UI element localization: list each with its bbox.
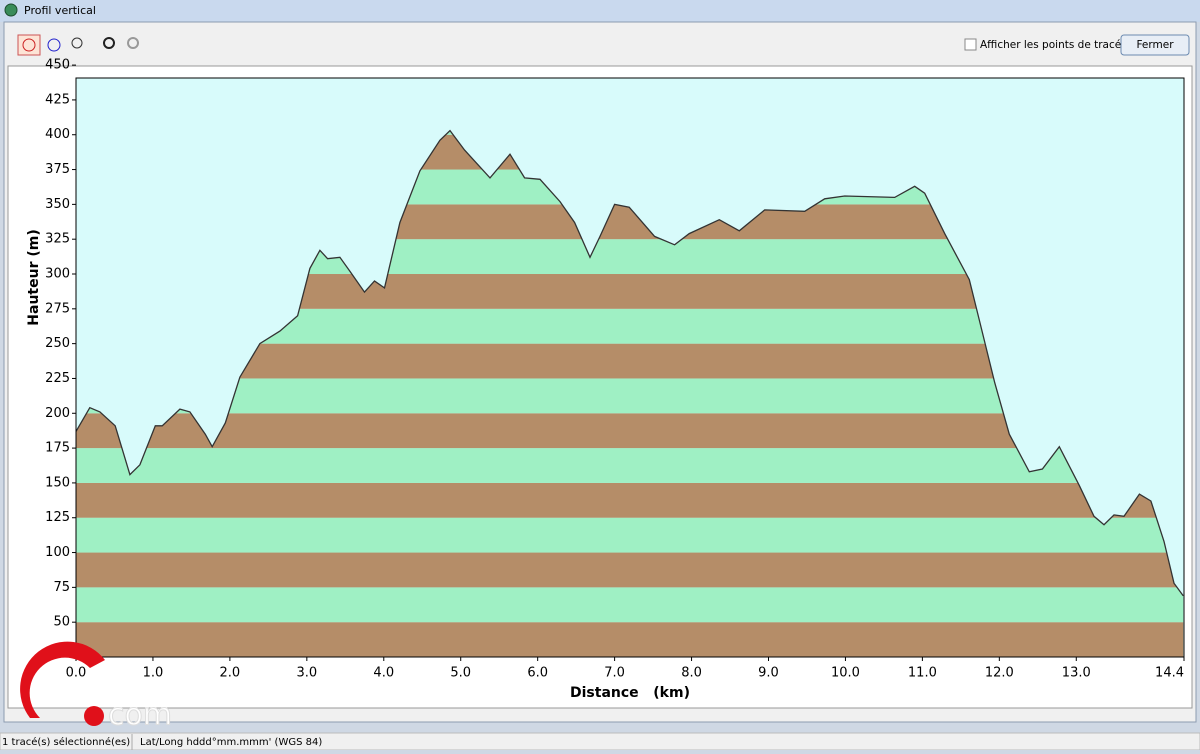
y-tick-label: 375 (45, 162, 70, 177)
close-button-label[interactable]: Fermer (1136, 39, 1174, 51)
elevation-band (76, 622, 1184, 657)
tool-zoom-box[interactable] (71, 37, 83, 49)
watermark-text: com (108, 698, 172, 733)
y-tick-label: 250 (45, 336, 70, 351)
status-selection: 1 tracé(s) sélectionné(es) (2, 736, 130, 748)
x-tick-label: 0.0 (66, 666, 87, 681)
tool-zoom-out[interactable] (127, 37, 139, 49)
y-tick-label: 275 (45, 301, 70, 316)
y-tick-label: 150 (45, 475, 70, 490)
chart: 50 75 100 125 150 175 200 225 250 275 300 325 350 375… (26, 58, 1185, 701)
profile-line (75, 129, 1184, 597)
x-tick-label: 4.0 (373, 666, 394, 681)
x-tick-label: 11.0 (908, 666, 937, 681)
plot-frame (75, 77, 1185, 658)
y-axis-label: Hauteur (m) (26, 229, 42, 325)
close-button[interactable] (1120, 34, 1190, 56)
elevation-band (76, 587, 1184, 623)
x-tick-label: 2.0 (220, 666, 241, 681)
y-tick-label: 300 (45, 267, 70, 282)
tool-point[interactable] (47, 38, 61, 52)
x-tick-label: 8.0 (681, 666, 702, 681)
x-tick-label: 6.0 (527, 666, 548, 681)
elevation-band (76, 517, 1184, 553)
toolbar: Afficher les points de tracé Fermer (17, 34, 1190, 56)
x-tick-label: 12.0 (985, 666, 1014, 681)
y-tick-label: 175 (45, 441, 70, 456)
watermark-dot (84, 706, 104, 726)
y-tick-label: 50 (53, 615, 70, 630)
status-coords: Lat/Long hddd°mm.mmm' (WGS 84) (140, 737, 322, 748)
y-tick-label: 325 (45, 232, 70, 247)
y-tick-label: 425 (45, 92, 70, 107)
x-tick-label: 13.0 (1062, 666, 1091, 681)
y-tick-label: 125 (45, 510, 70, 525)
y-tick-label: 400 (45, 127, 70, 142)
watermark: com (20, 641, 173, 733)
checkbox[interactable] (964, 38, 977, 51)
y-tick-label: 225 (45, 371, 70, 386)
tool-zoom-in[interactable] (103, 37, 115, 49)
x-tick-label: 14.4 (1155, 666, 1184, 681)
elevation-band (76, 448, 1184, 483)
checkbox-label[interactable]: Afficher les points de tracé (980, 39, 1121, 51)
y-tick-label: 350 (45, 197, 70, 212)
x-tick-label: 1.0 (143, 666, 164, 681)
y-tick-label: 200 (45, 406, 70, 421)
watermark-arc (20, 641, 105, 718)
y-tick-label: 450 (45, 58, 70, 73)
tool-crosshair-icon (22, 38, 36, 52)
x-tick-label: 7.0 (604, 666, 625, 681)
x-axis-label: Distance (km) (570, 685, 690, 701)
y-tick-label: 100 (45, 545, 70, 560)
x-tick-label: 10.0 (831, 666, 860, 681)
window-title: Profil vertical (24, 4, 96, 17)
elevation-band (76, 413, 1184, 449)
elevation-band (76, 552, 1184, 588)
elevation-band (76, 482, 1184, 518)
tool-crosshair[interactable] (17, 34, 41, 56)
y-tick-label: 75 (53, 580, 70, 595)
x-tick-label: 5.0 (450, 666, 471, 681)
app-icon (4, 3, 18, 17)
x-tick-label: 3.0 (296, 666, 317, 681)
title-bar (0, 0, 1200, 22)
x-tick-label: 9.0 (758, 666, 779, 681)
